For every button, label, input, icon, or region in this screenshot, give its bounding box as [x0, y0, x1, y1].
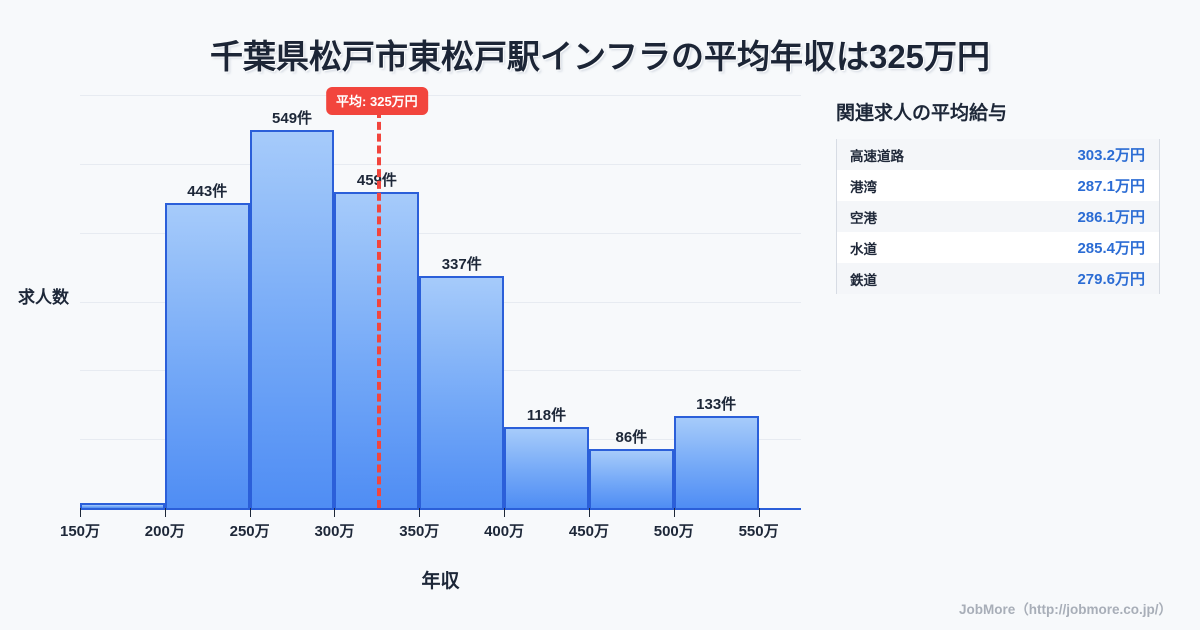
related-salary-panel: 関連求人の平均給与 高速道路 303.2万円港湾 287.1万円空港 286.1万円水… [836, 98, 1176, 294]
bar-value-label: 133件 [696, 396, 737, 414]
average-badge: 平均: 325万円 [326, 87, 428, 115]
x-axis-tick [249, 508, 251, 517]
category-name: 高速道路 [850, 148, 904, 164]
x-axis-tick [80, 508, 81, 517]
category-value: 285.4万円 [1077, 240, 1145, 257]
x-axis-tick [758, 508, 760, 517]
x-axis-tick [334, 508, 336, 517]
histogram-chart: 443件 549件 459件 337件 118件 86件 133件 求人数 年収 平均: 3… [0, 87, 830, 608]
x-axis-tick [419, 508, 421, 517]
histogram-bar [673, 416, 759, 508]
x-axis-tick-label: 500万 [653, 523, 694, 540]
watermark: JobMore（http://jobmore.co.jp/） [959, 602, 1172, 617]
histogram-bar [504, 426, 589, 508]
y-axis-label: 求人数 [18, 288, 69, 307]
table-row: 港湾 287.1万円 [837, 170, 1159, 201]
x-axis-tick-label: 350万 [399, 523, 440, 540]
bar-value-label: 443件 [187, 183, 228, 201]
histogram-bar [80, 502, 165, 508]
bar-value-label: 337件 [441, 256, 482, 274]
histogram-bar [164, 203, 250, 508]
histogram-bar [588, 448, 674, 508]
table-row: 高速道路 303.2万円 [837, 139, 1159, 170]
category-name: 港湾 [850, 179, 877, 195]
category-name: 鉄道 [850, 272, 877, 288]
x-axis-tick [164, 508, 166, 517]
category-value: 303.2万円 [1077, 147, 1145, 164]
x-axis-tick [673, 508, 675, 517]
category-name: 空港 [850, 210, 877, 226]
table-row: 空港 286.1万円 [837, 201, 1159, 232]
gridline [80, 163, 801, 165]
category-name: 水道 [850, 241, 877, 257]
x-axis-tick-label: 400万 [484, 523, 525, 540]
x-axis-tick-label: 450万 [568, 523, 609, 540]
plot-area: 443件 549件 459件 337件 118件 86件 133件 [80, 95, 801, 508]
average-line [376, 110, 381, 508]
x-axis-tick-label: 550万 [738, 523, 779, 540]
x-axis-baseline [80, 508, 801, 510]
category-value: 279.6万円 [1077, 271, 1145, 288]
histogram-bar [249, 130, 335, 508]
x-axis-label: 年収 [421, 571, 460, 592]
x-axis-tick [504, 508, 506, 517]
gridline [80, 95, 801, 96]
table-row: 水道 285.4万円 [837, 232, 1159, 263]
category-value: 287.1万円 [1077, 178, 1145, 195]
x-axis-tick [588, 508, 590, 517]
bar-value-label: 549件 [272, 110, 313, 128]
related-salary-table: 高速道路 303.2万円港湾 287.1万円空港 286.1万円水道 285.4万円鉄道… [836, 139, 1160, 294]
category-value: 286.1万円 [1077, 209, 1145, 226]
bar-value-label: 86件 [615, 428, 648, 446]
histogram-bar [419, 276, 505, 508]
x-axis-tick-label: 250万 [229, 523, 270, 540]
page-title: 千葉県松戸市東松戸駅インフラの平均年収は325万円 [209, 38, 991, 75]
x-axis-tick-label: 300万 [314, 523, 355, 540]
x-axis-tick-label: 200万 [144, 523, 185, 540]
table-row: 鉄道 279.6万円 [837, 263, 1159, 294]
gridline [80, 232, 801, 234]
x-axis-tick-label: 150万 [59, 523, 101, 540]
bar-value-label: 118件 [526, 406, 567, 424]
related-salary-heading: 関連求人の平均給与 [836, 103, 1008, 124]
